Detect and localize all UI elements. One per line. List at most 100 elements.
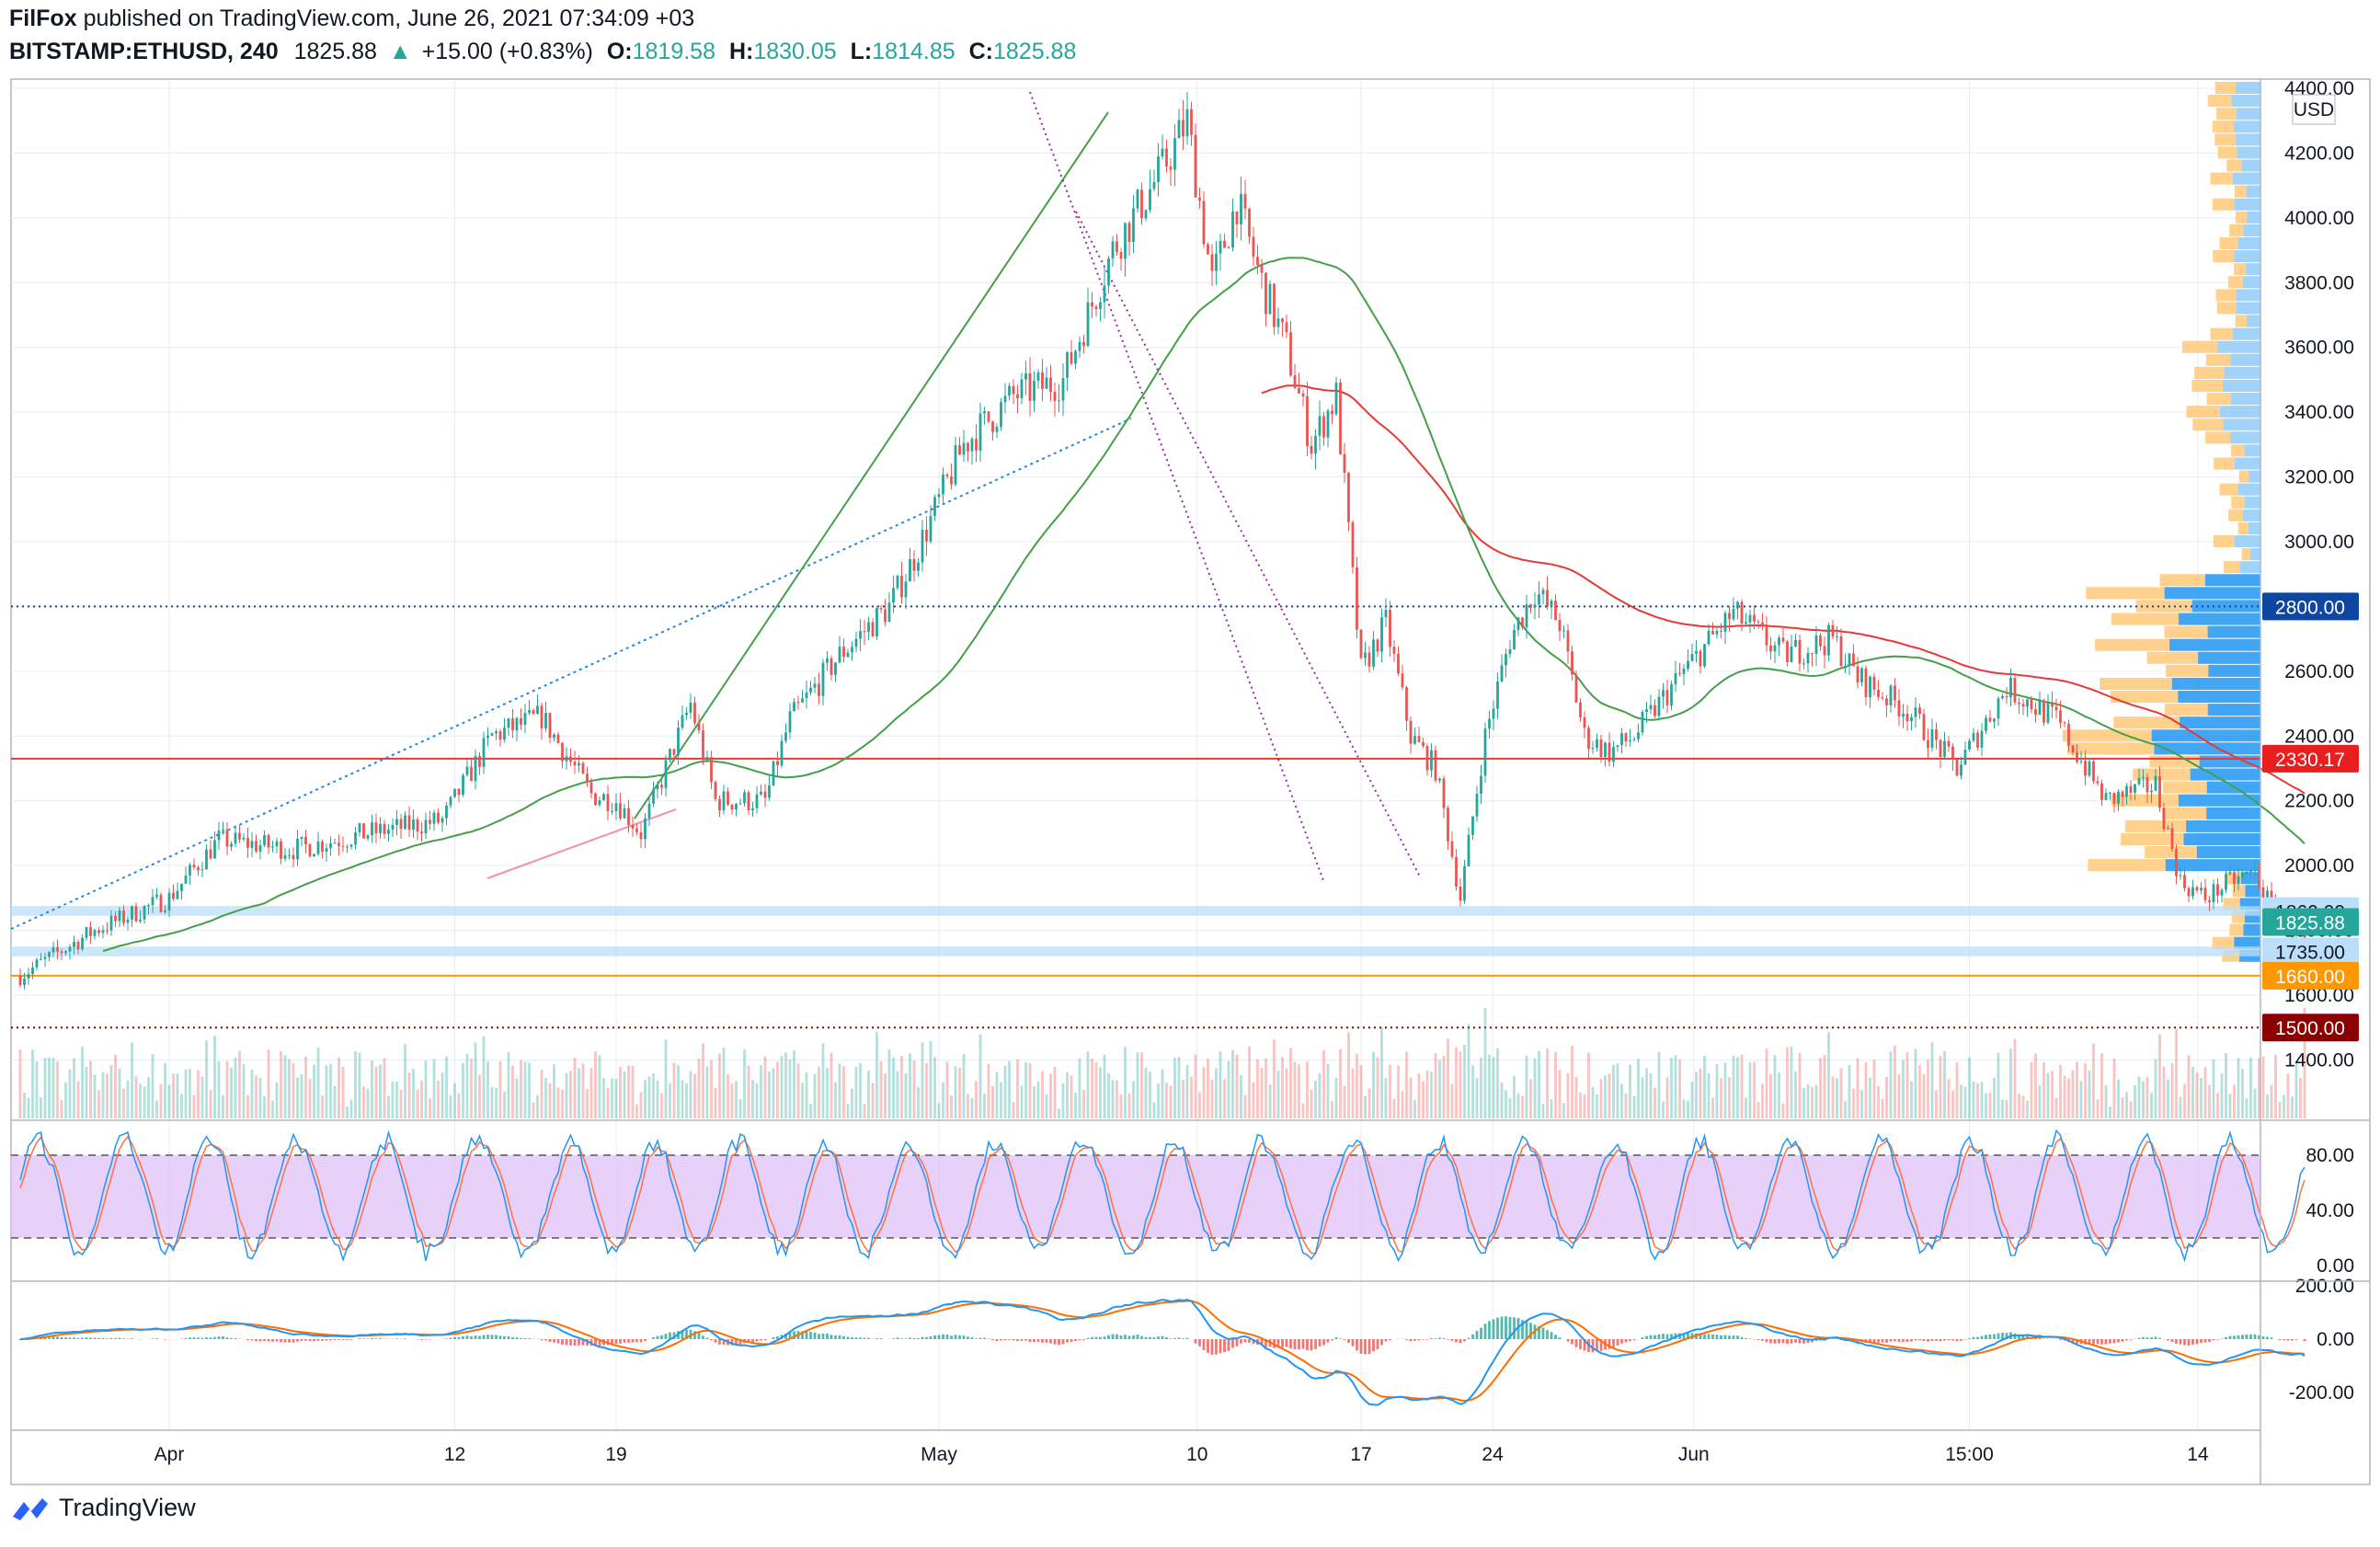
- volume-profile-buy: [2237, 146, 2260, 159]
- candle-body: [892, 588, 895, 603]
- volume-bar: [884, 1073, 887, 1118]
- candle-body: [1723, 613, 1727, 632]
- trendline-pink[interactable]: [486, 808, 677, 879]
- price-badge[interactable]: [2262, 908, 2359, 936]
- macd-histogram-bar: [1632, 1339, 1636, 1341]
- macd-histogram-bar: [1425, 1339, 1429, 1340]
- volume-bar: [313, 1064, 315, 1118]
- trendline-purple-dotted[interactable]: [1029, 91, 1325, 884]
- volume-bar: [1240, 1075, 1242, 1118]
- macd-histogram-bar: [1471, 1334, 1474, 1339]
- macd-histogram-bar: [614, 1339, 618, 1344]
- volume-bar: [97, 1090, 100, 1118]
- macd-histogram-bar: [2261, 1335, 2265, 1339]
- candle-body: [250, 841, 254, 848]
- candle-body: [1587, 728, 1590, 750]
- candle-body: [1525, 604, 1528, 627]
- currency-badge[interactable]: [2292, 94, 2336, 125]
- volume-bar: [1298, 1064, 1300, 1118]
- macd-histogram-bar: [280, 1339, 282, 1343]
- volume-profile-buy: [2217, 340, 2260, 353]
- macd-histogram-bar: [1773, 1339, 1777, 1344]
- volume-bar: [2051, 1071, 2054, 1118]
- macd-histogram-bar: [1869, 1339, 1871, 1343]
- candle-body: [714, 782, 717, 799]
- price-badge[interactable]: [2262, 937, 2359, 966]
- macd-histogram-bar: [1161, 1335, 1164, 1339]
- candle-body: [2121, 791, 2124, 797]
- macd-histogram-bar: [2175, 1339, 2178, 1344]
- symbol-name[interactable]: BITSTAMP:ETHUSD, 240: [9, 39, 279, 64]
- volume-bar: [1538, 1050, 1540, 1118]
- candle-body: [1012, 385, 1015, 395]
- candle-body: [755, 794, 759, 808]
- candle-body: [887, 602, 891, 623]
- candle-body: [1459, 886, 1462, 901]
- candle-body: [325, 848, 328, 853]
- macd-histogram-bar: [205, 1336, 208, 1339]
- volume-profile-sell: [2225, 872, 2241, 885]
- volume-bar: [2142, 1081, 2145, 1118]
- trendline-green[interactable]: [634, 111, 1109, 819]
- macd-histogram-bar: [122, 1338, 125, 1339]
- macd-histogram-bar: [131, 1338, 133, 1339]
- volume-bar: [2034, 1053, 2037, 1118]
- volume-profile-sell: [2226, 159, 2242, 172]
- volume-profile-sell: [2181, 340, 2218, 353]
- volume-bar: [1968, 1057, 1971, 1118]
- trendline-purple-dotted[interactable]: [1075, 211, 1422, 879]
- candle-body: [89, 927, 92, 936]
- macd-histogram-bar: [395, 1338, 398, 1339]
- macd-histogram-bar: [2034, 1337, 2037, 1339]
- candle-body: [1860, 668, 1863, 682]
- volume-bar: [2013, 1038, 2017, 1118]
- candle-body: [2200, 888, 2203, 891]
- volume-profile-sell: [2216, 108, 2237, 120]
- volume-bar: [184, 1069, 188, 1118]
- candle-body: [1649, 705, 1653, 710]
- candle-body: [1314, 435, 1317, 454]
- volume-bar: [2154, 1059, 2157, 1118]
- volume-bar: [1455, 1047, 1458, 1118]
- volume-profile-buy: [2234, 936, 2260, 949]
- volume-bar: [255, 1075, 257, 1118]
- tradingview-footer[interactable]: TradingView: [9, 1494, 196, 1522]
- volume-bar: [2208, 1084, 2211, 1118]
- volume-profile-buy: [2235, 81, 2260, 95]
- candle-body: [56, 946, 59, 952]
- volume-profile-buy: [2247, 211, 2260, 223]
- macd-histogram-bar: [1682, 1333, 1686, 1339]
- macd-histogram-bar: [1409, 1339, 1413, 1342]
- macd-histogram-bar: [793, 1331, 795, 1339]
- volume-bar: [1811, 1086, 1814, 1118]
- volume-bar: [1699, 1068, 1702, 1118]
- candle-body: [85, 927, 88, 938]
- price-badge[interactable]: [2262, 1014, 2359, 1042]
- volume-bar: [569, 1071, 572, 1118]
- price-badge[interactable]: [2262, 961, 2359, 990]
- macd-histogram-bar: [540, 1339, 544, 1341]
- volume-bar: [776, 1061, 779, 1118]
- candle-body: [2187, 888, 2191, 897]
- candle-body: [76, 942, 80, 950]
- macd-histogram-bar: [1980, 1335, 1984, 1339]
- volume-bar: [1144, 1067, 1148, 1118]
- volume-bar: [189, 1069, 191, 1118]
- volume-bar: [2241, 1068, 2244, 1118]
- macd-histogram-bar: [1264, 1339, 1267, 1347]
- price-badge[interactable]: [2262, 744, 2359, 773]
- candle-body: [1670, 684, 1673, 705]
- volume-bar: [1657, 1051, 1661, 1118]
- macd-histogram-bar: [1583, 1339, 1586, 1351]
- candle-body: [2021, 704, 2025, 707]
- volume-bar: [2158, 1034, 2161, 1118]
- macd-histogram-bar: [1293, 1339, 1297, 1349]
- macd-histogram-bar: [1947, 1339, 1951, 1341]
- trendline-blue-dotted[interactable]: [10, 418, 1132, 930]
- price-badge[interactable]: [2262, 592, 2359, 621]
- macd-histogram-bar: [631, 1339, 635, 1343]
- macd-histogram-bar: [705, 1337, 709, 1339]
- volume-profile-sell: [2186, 406, 2220, 418]
- volume-profile-sell: [2086, 587, 2165, 600]
